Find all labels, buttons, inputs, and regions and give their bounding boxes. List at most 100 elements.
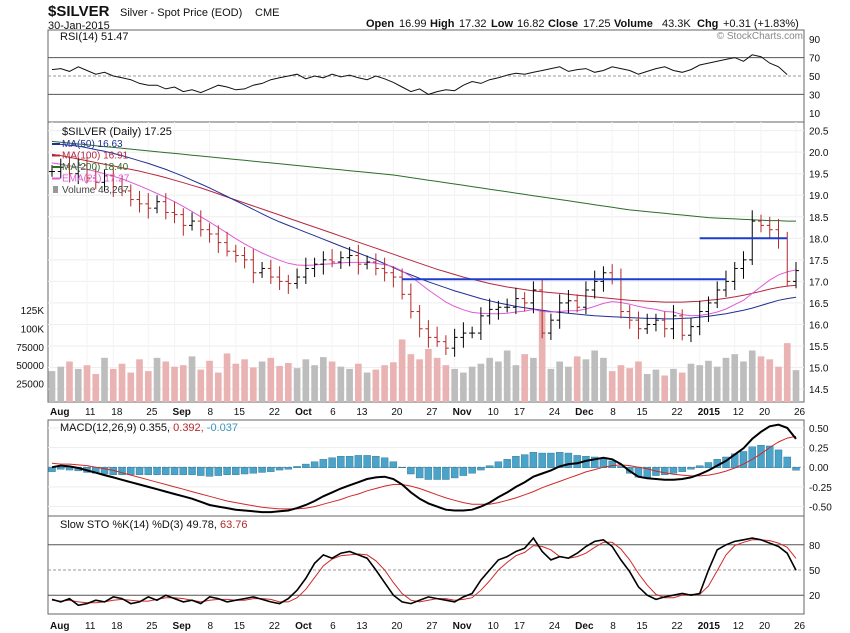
x-axis-label: Sep	[173, 621, 191, 632]
volume-tick-label: 100K	[21, 324, 45, 335]
volume-bar	[407, 354, 415, 402]
low-value: 16.82	[517, 18, 545, 30]
x-axis-label: Nov	[453, 407, 472, 418]
macd-histogram-bar	[258, 467, 266, 473]
x-axis-label: 6	[330, 621, 336, 632]
sto-title-label: Slow STO %K(14) %D(3)	[60, 519, 183, 531]
macd-tick-label: -0.25	[809, 483, 832, 494]
macd-histogram-bar	[468, 467, 476, 474]
macd-histogram-bar	[739, 451, 748, 468]
volume-bar	[512, 365, 520, 402]
macd-histogram-bar	[345, 455, 354, 468]
price-title: $SILVER (Daily) 17.25	[62, 126, 172, 138]
macd-histogram-bar	[477, 467, 485, 471]
macd-histogram-bar	[135, 467, 144, 475]
macd-histogram-bar	[275, 467, 284, 471]
macd-tick-label: 0.50	[809, 424, 829, 435]
rsi-line	[51, 54, 788, 95]
x-axis-label: 17	[514, 621, 526, 632]
sto-d-value: 63.76	[220, 519, 248, 531]
volume-bar	[713, 366, 721, 402]
macd-histogram-bar	[415, 467, 424, 479]
ma100-line	[51, 153, 797, 303]
macd-histogram-bar	[608, 460, 616, 468]
price-tick-label: 20.5	[809, 127, 829, 138]
volume-bar	[573, 356, 581, 402]
volume-tick-label: 25000	[16, 380, 44, 391]
rsi-tick-label: 30	[809, 90, 821, 101]
macd-histogram-bar	[512, 455, 520, 468]
close-value: 17.25	[583, 18, 611, 30]
volume-bar	[171, 366, 178, 402]
x-axis-label: 12	[733, 407, 745, 418]
open-value: 16.99	[399, 18, 427, 30]
macd-histogram-bar	[144, 467, 152, 475]
x-axis-label: 24	[549, 621, 561, 632]
price-tick-label: 19.5	[809, 170, 829, 181]
sto-k-line	[51, 536, 797, 607]
chg-label: Chg	[697, 18, 718, 30]
ema21-line	[51, 162, 797, 317]
macd-histogram-bar	[57, 467, 65, 470]
macd-histogram-bar	[696, 465, 704, 468]
volume-bar	[118, 363, 126, 402]
x-axis-label: 22	[671, 407, 683, 418]
volume-bar	[696, 365, 704, 402]
volume-bar	[433, 357, 441, 402]
volume-bar	[188, 356, 196, 402]
price-tick-label: 17.5	[809, 256, 829, 267]
x-axis-label: 25	[146, 621, 158, 632]
macd-histogram-bar	[590, 456, 599, 468]
x-axis-label: 22	[269, 621, 281, 632]
volume-bar	[521, 354, 528, 402]
macd-histogram-bar	[118, 467, 126, 475]
rsi-tick-label: 90	[809, 35, 821, 46]
close-label: Close	[548, 18, 578, 30]
volume-bar	[460, 372, 467, 402]
macd-histogram-bar	[599, 457, 608, 468]
volume-bar	[678, 372, 686, 402]
copyright: © StockCharts.com	[717, 31, 803, 42]
macd-signal-line	[51, 435, 797, 510]
volume-bar	[355, 363, 362, 402]
x-axis-label: 20	[759, 407, 771, 418]
x-axis-label: 15	[234, 621, 246, 632]
volume-bar	[136, 359, 143, 402]
macd-histogram-bar	[459, 467, 468, 476]
macd-histogram-bar	[687, 467, 695, 470]
volume-bar	[766, 359, 774, 402]
x-axis-label: 22	[269, 407, 281, 418]
x-axis-label: 2015	[698, 407, 721, 418]
macd-histogram-bar	[424, 467, 433, 480]
x-axis-label: Sep	[173, 407, 191, 418]
volume-bar	[652, 369, 660, 402]
legend-label-ma50: MA(50) 16.63	[62, 139, 123, 150]
volume-bar	[363, 372, 371, 402]
macd-histogram-bar	[704, 462, 713, 468]
macd-histogram-bar	[293, 466, 301, 468]
macd-histogram-bar	[232, 467, 240, 475]
macd-histogram-bar	[783, 456, 791, 468]
volume-bar	[722, 357, 730, 402]
volume-bar	[127, 372, 135, 402]
volume-bar	[626, 368, 634, 402]
volume-bar	[486, 357, 493, 402]
x-axis-label: 15	[234, 407, 246, 418]
macd-histogram-bar	[354, 455, 363, 468]
macd-histogram-bar	[433, 467, 441, 480]
macd-histogram-bar	[162, 467, 170, 475]
volume-bar	[74, 368, 82, 402]
volume-bar	[241, 359, 248, 402]
macd-title-label: MACD(12,26,9)	[60, 422, 136, 434]
volume-bar	[565, 366, 572, 402]
volume-bar	[731, 354, 739, 402]
price-tick-label: 18.0	[809, 234, 829, 245]
macd-histogram-bar	[127, 467, 135, 475]
macd-histogram-bar	[188, 467, 196, 475]
sto-tick-label: 80	[809, 541, 821, 552]
rsi-tick-label: 50	[809, 72, 821, 83]
volume-bar	[687, 363, 695, 402]
volume-value: 43.3K	[662, 18, 691, 30]
ma200-line	[51, 140, 796, 222]
stochastic-series	[51, 536, 797, 607]
